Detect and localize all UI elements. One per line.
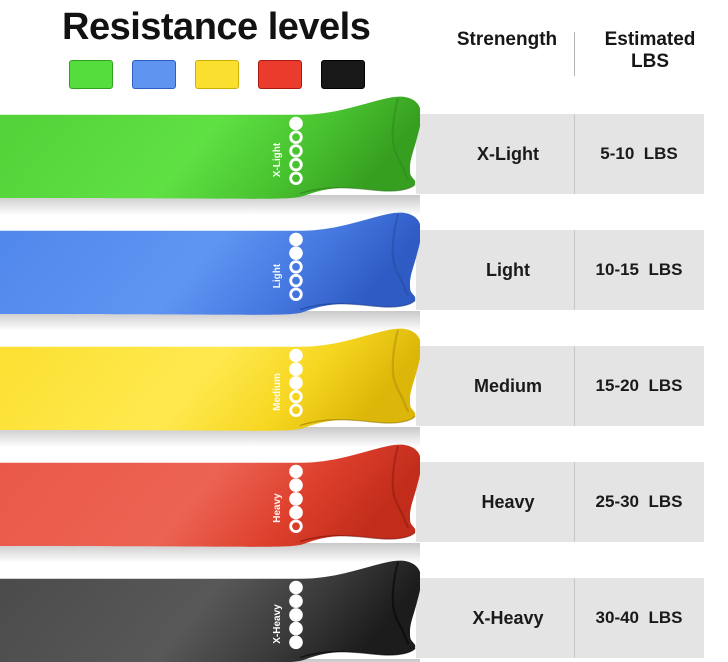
svg-text:X-Light: X-Light bbox=[272, 142, 283, 177]
svg-text:Medium: Medium bbox=[272, 373, 283, 411]
svg-text:Light: Light bbox=[272, 263, 283, 288]
svg-text:X-Heavy: X-Heavy bbox=[272, 604, 283, 644]
svg-text:Heavy: Heavy bbox=[272, 493, 283, 523]
